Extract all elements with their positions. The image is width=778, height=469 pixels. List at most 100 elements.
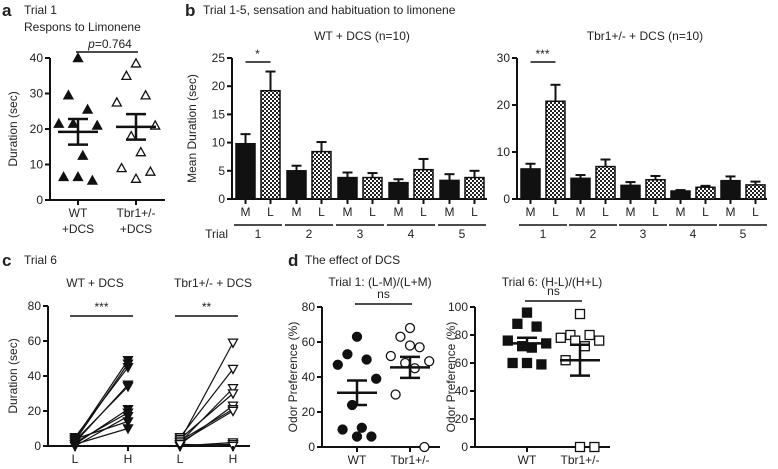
panel-b-wt-bar-label: L (369, 205, 376, 219)
panel-a-y-axis-label: Duration (sec) (6, 91, 20, 166)
panel-b-wt-bar-label: M (241, 205, 251, 219)
panel-c-paired-line (74, 420, 129, 440)
panel-d-trial1-data-point (337, 424, 348, 435)
panel-b-wt-y-tick-label: 10 (212, 136, 226, 150)
panel-a-data-point (62, 89, 75, 100)
panel-label-c: c (2, 251, 11, 270)
panel-label-a: a (2, 1, 12, 20)
panel-b-wt-bar-label: L (471, 205, 478, 219)
panel-b-tbr1-significance-label: *** (535, 47, 549, 61)
panel-c-data-point-H (122, 363, 134, 374)
panel-a-data-point (139, 89, 152, 100)
panel-d-trial6-title: Trial 6: (H-L)/(H+L) (502, 275, 603, 289)
panel-d-trial1-title: Trial 1: (L-M)/(L+M) (328, 275, 431, 289)
panel-d-trial1-y-tick-label: 60 (302, 335, 316, 349)
panel-d-trial1-data-point (356, 422, 367, 433)
panel-b-tbr1-y-tick-label: 20 (497, 98, 511, 112)
panel-b-tbr1-bar-L-trial-1 (545, 100, 566, 200)
panel-b-tbr1-bar-L-trial-3 (645, 178, 666, 200)
panel-c-data-point-H (122, 417, 134, 428)
panel-c-x-tick-label: L (177, 452, 184, 466)
panel-a-y-tick-label: 20 (30, 122, 44, 136)
panel-d-trial1-data-point (351, 431, 363, 442)
panel-b-tbr1-bar-L-trial-2 (595, 165, 616, 200)
panel-c-tbr1-title: Tbr1+/- + DCS (174, 276, 252, 290)
panel-b-wt-y-tick-label: 15 (212, 107, 226, 121)
panel-b-wt-trial-label: 3 (357, 227, 364, 241)
panel-b-wt-bar-label: L (420, 205, 427, 219)
panel-b-wt-bar-L-trial-5 (464, 176, 485, 200)
panel-c-y-axis-label: Duration (sec) (6, 338, 20, 413)
panel-b-tbr1-bar-label: M (676, 205, 686, 219)
panel-b-wt-y-tick-label: 25 (212, 51, 226, 65)
panel-d-trial6-y-tick-label: 60 (455, 356, 469, 370)
panel-d-trial6-y-tick-label: 40 (455, 384, 469, 398)
panel-c-data-point-H (227, 384, 239, 395)
panel-b-tbr1-bar-M-trial-4 (670, 190, 691, 200)
panel-b-wt-y-tick-label: 20 (212, 79, 226, 93)
panel-d-trial6-data-point (594, 335, 605, 346)
panel-c-paired-line (74, 386, 129, 442)
panel-c-data-point-L (69, 440, 81, 451)
panel-c-paired-line (179, 387, 234, 443)
panel-d-trial6-data-point (536, 359, 547, 370)
panel-d-trial1-data-point (342, 349, 353, 360)
panel-c-data-point-L (174, 440, 186, 451)
panel-b-tbr1-bar-L-trial-4 (695, 186, 716, 200)
panel-a-data-point (115, 162, 128, 173)
panel-c-paired-line (179, 342, 234, 442)
panel-d-trial6-y-tick-label: 100 (448, 300, 468, 314)
panel-d-trial1-data-point (366, 431, 377, 442)
panel-a-y-tick-label: 10 (30, 158, 44, 172)
panel-b-wt-trial-label: 4 (408, 227, 415, 241)
panel-d-trial6-x-tick-label: WT (518, 453, 537, 467)
panel-a-data-point (77, 149, 89, 160)
panel-d-trial1-y-tick-label: 0 (308, 440, 315, 454)
panel-b-wt-bar-label: M (343, 205, 353, 219)
panel-a-title-line1: Trial 1 (24, 3, 57, 17)
panel-c-x-tick-label: L (72, 452, 79, 466)
panel-b-tbr1-bar-M-trial-5 (720, 179, 741, 200)
panel-b-tbr1-bar-L-trial-5 (745, 184, 766, 200)
panel-c-x-tick-label: H (124, 452, 133, 466)
panel-d-trial1-y-tick-label: 40 (302, 370, 316, 384)
panel-a-y-tick-label: 40 (30, 51, 44, 65)
panel-b-tbr1-bar-label: L (752, 205, 759, 219)
panel-b-wt-bar-M-trial-1 (235, 142, 256, 200)
panel-c-paired-line (179, 368, 234, 438)
panel-d-trial1-data-point (390, 389, 401, 400)
panel-c-y-tick-label: 0 (34, 439, 41, 453)
panel-b-tbr1-bar-label: L (602, 205, 609, 219)
panel-b-tbr1-y-tick-label: 0 (503, 192, 510, 206)
panel-d-trial6-data-point (521, 307, 533, 318)
panel-b-tbr1-bar-M-trial-3 (620, 184, 641, 200)
panel-c-data-point-L (69, 434, 81, 445)
panel-b-tbr1-y-tick-label: 30 (497, 51, 511, 65)
panel-b-wt-y-axis-label: Mean Duration (sec) (185, 74, 199, 183)
panel-c-data-point-H (122, 382, 134, 393)
panel-b-wt-bar-label: M (394, 205, 404, 219)
panel-d-trial1-data-point (414, 342, 425, 353)
panel-d-trial1-data-point (424, 356, 435, 367)
panel-c-y-tick-label: 80 (28, 299, 42, 313)
panel-c-y-tick-label: 60 (28, 334, 42, 348)
panel-a-data-point (111, 96, 123, 107)
panel-b-wt-title: WT + DCS (n=10) (314, 29, 410, 43)
panel-a-data-point (53, 117, 65, 128)
panel-d-trial6-y-tick-label: 0 (461, 440, 468, 454)
panel-a-data-point (130, 172, 142, 183)
panel-b-wt-bar-L-trial-4 (413, 168, 434, 200)
panel-c-data-point-H (122, 424, 134, 435)
panel-c-data-point-H (227, 406, 239, 417)
panel-d-trial6-y-tick-label: 80 (455, 328, 469, 342)
panel-c-data-point-H (227, 338, 239, 349)
panel-b-wt-bar-label: L (267, 205, 274, 219)
panel-b-tbr1-bar-label: L (652, 205, 659, 219)
panel-c-paired-line (74, 412, 129, 444)
panel-d-trial6-data-point (512, 318, 523, 329)
panel-c-paired-line (74, 366, 129, 438)
panel-d-trial1-data-point (361, 354, 372, 365)
panel-d-trial1-y-tick-label: 80 (302, 300, 316, 314)
panel-d-title: The effect of DCS (305, 253, 400, 267)
